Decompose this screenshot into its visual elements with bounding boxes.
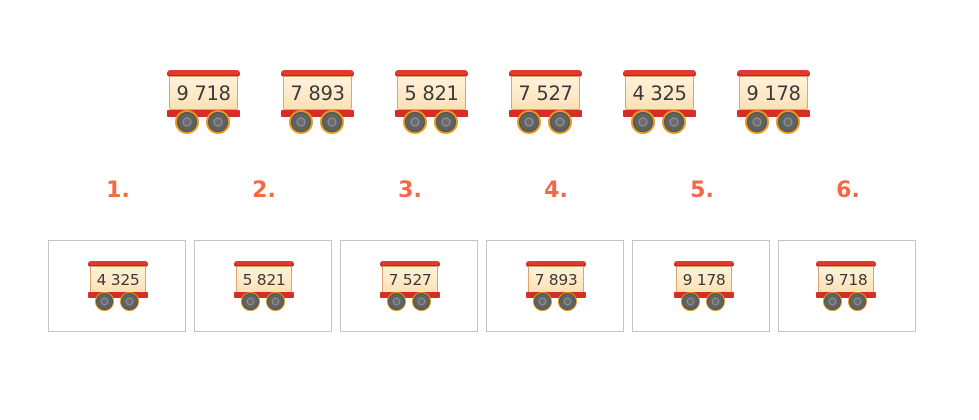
wheel-icon	[558, 292, 577, 311]
wheel-icon	[823, 292, 842, 311]
wagon-base	[88, 292, 148, 298]
wagon-roof	[816, 261, 876, 267]
drop-slot-6[interactable]: 9 718	[778, 240, 916, 332]
wagon-roof	[395, 70, 468, 77]
wagon-number: 5 821	[397, 76, 466, 110]
wagon-base	[737, 110, 810, 117]
drop-slot-1[interactable]: 4 325	[48, 240, 186, 332]
source-wagon-1[interactable]: 9 718	[167, 70, 240, 134]
wagon-number: 9 178	[676, 266, 732, 293]
wagon-roof	[737, 70, 810, 77]
wagon-roof	[623, 70, 696, 77]
wagon-roof	[509, 70, 582, 77]
wheel-icon	[175, 110, 199, 134]
wagon-number: 9 718	[818, 266, 874, 293]
wheel-icon	[434, 110, 458, 134]
wagon-roof	[380, 261, 440, 267]
wagon-number: 4 325	[90, 266, 146, 293]
wheel-icon	[662, 110, 686, 134]
wagon-base	[509, 110, 582, 117]
wheel-icon	[848, 292, 867, 311]
slot-wagon-3[interactable]: 7 527	[380, 261, 440, 311]
source-wagon-4[interactable]: 7 527	[509, 70, 582, 134]
source-wagon-6[interactable]: 9 178	[737, 70, 810, 134]
slot-wagon-5[interactable]: 9 178	[674, 261, 734, 311]
slot-wagon-6[interactable]: 9 718	[816, 261, 876, 311]
position-label-3: 3.	[398, 178, 422, 203]
wheel-icon	[776, 110, 800, 134]
wheel-icon	[517, 110, 541, 134]
wagon-base	[395, 110, 468, 117]
position-label-2: 2.	[252, 178, 276, 203]
slot-wagon-2[interactable]: 5 821	[234, 261, 294, 311]
drop-slot-3[interactable]: 7 527	[340, 240, 478, 332]
wheel-icon	[206, 110, 230, 134]
wagon-number: 4 325	[625, 76, 694, 110]
slot-wagon-4[interactable]: 7 893	[526, 261, 586, 311]
wagon-number: 9 718	[169, 76, 238, 110]
wagon-roof	[234, 261, 294, 267]
wheel-icon	[403, 110, 427, 134]
wheel-icon	[266, 292, 285, 311]
wheel-icon	[412, 292, 431, 311]
drop-slot-5[interactable]: 9 178	[632, 240, 770, 332]
wagon-base	[623, 110, 696, 117]
wheel-icon	[533, 292, 552, 311]
wagon-roof	[674, 261, 734, 267]
wagon-roof	[88, 261, 148, 267]
position-label-6: 6.	[836, 178, 860, 203]
wheel-icon	[241, 292, 260, 311]
wagon-base	[380, 292, 440, 298]
position-label-1: 1.	[106, 178, 130, 203]
wheel-icon	[289, 110, 313, 134]
wagon-base	[281, 110, 354, 117]
wagon-number: 7 893	[528, 266, 584, 293]
wagon-base	[167, 110, 240, 117]
wheel-icon	[387, 292, 406, 311]
wagon-number: 5 821	[236, 266, 292, 293]
wheel-icon	[548, 110, 572, 134]
wheel-icon	[95, 292, 114, 311]
wheel-icon	[706, 292, 725, 311]
wagon-base	[526, 292, 586, 298]
source-wagon-2[interactable]: 7 893	[281, 70, 354, 134]
wagon-number: 7 893	[283, 76, 352, 110]
drop-slot-2[interactable]: 5 821	[194, 240, 332, 332]
source-wagon-5[interactable]: 4 325	[623, 70, 696, 134]
wagon-number: 9 178	[739, 76, 808, 110]
wheel-icon	[120, 292, 139, 311]
wheel-icon	[745, 110, 769, 134]
wagon-number: 7 527	[382, 266, 438, 293]
wagon-roof	[526, 261, 586, 267]
wagon-roof	[167, 70, 240, 77]
wagon-base	[674, 292, 734, 298]
position-label-4: 4.	[544, 178, 568, 203]
wagon-base	[816, 292, 876, 298]
wheel-icon	[631, 110, 655, 134]
wheel-icon	[320, 110, 344, 134]
drop-slot-4[interactable]: 7 893	[486, 240, 624, 332]
wagon-base	[234, 292, 294, 298]
wagon-number: 7 527	[511, 76, 580, 110]
position-label-5: 5.	[690, 178, 714, 203]
source-wagon-3[interactable]: 5 821	[395, 70, 468, 134]
wagon-roof	[281, 70, 354, 77]
slot-wagon-1[interactable]: 4 325	[88, 261, 148, 311]
wheel-icon	[681, 292, 700, 311]
